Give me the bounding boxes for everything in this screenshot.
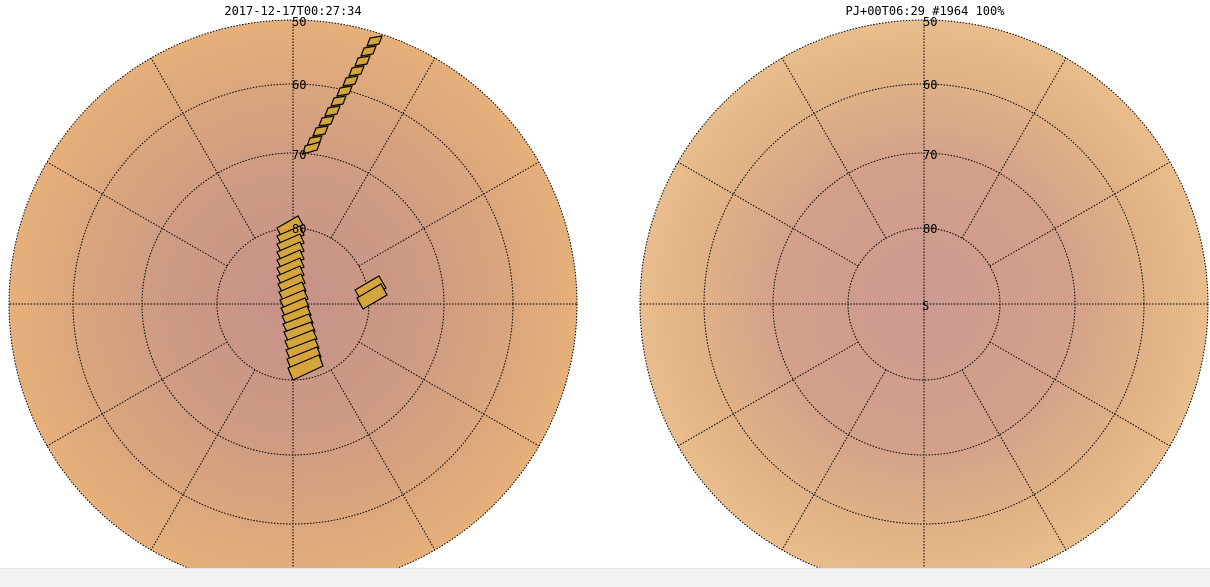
bottom-status-bar: [0, 568, 1210, 587]
left-footprint-swath-upper: [302, 35, 383, 155]
footprint: [342, 75, 359, 87]
footprint: [286, 346, 322, 370]
right-lat-circle-50: [639, 19, 1209, 587]
left-lat-label-50: 50: [292, 15, 306, 29]
footprint: [276, 257, 305, 277]
left-panel-title: 2017-12-17T00:27:34: [224, 4, 362, 18]
footprint: [330, 95, 347, 107]
footprint: [360, 45, 377, 57]
footprint: [366, 35, 383, 47]
footprint: [276, 265, 305, 285]
footprint: [281, 305, 312, 325]
left-lat-circle-50: [8, 19, 578, 587]
footprint: [276, 215, 304, 237]
left-lat-label-70: 70: [292, 148, 306, 162]
footprint: [279, 289, 309, 309]
footprint: [282, 313, 314, 333]
footprint: [302, 141, 321, 155]
right-lat-label-70: 70: [923, 148, 937, 162]
left-polar-map: 50 60 70 80: [8, 15, 578, 587]
left-footprint-swath-central: [276, 215, 324, 381]
footprint: [312, 125, 329, 137]
right-lat-label-60: 60: [923, 78, 937, 92]
footprint: [324, 105, 341, 117]
right-lat-labels: 50 60 70 80 S: [922, 15, 937, 313]
footprint: [277, 273, 306, 293]
left-lat-labels: 50 60 70 80: [292, 15, 306, 236]
right-lat-label-50: 50: [923, 15, 937, 29]
footprint: [276, 233, 305, 253]
footprint: [276, 241, 305, 261]
footprint: [287, 354, 324, 381]
right-pole-label: S: [922, 299, 929, 313]
footprint: [336, 85, 353, 97]
right-polar-map: 50 60 70 80 S: [639, 15, 1209, 587]
left-lat-label-60: 60: [292, 78, 306, 92]
footprint: [283, 321, 316, 342]
right-meridian-lines: [640, 20, 1208, 587]
left-footprint-cluster-east: [354, 275, 388, 310]
right-panel-title: PJ+00T06:29 #1964 100%: [845, 4, 1005, 18]
footprint: [276, 249, 305, 269]
right-lat-label-80: 80: [923, 222, 937, 236]
footprint: [356, 283, 388, 310]
footprint: [348, 65, 365, 77]
footprint: [276, 225, 305, 245]
left-lat-label-80: 80: [292, 222, 306, 236]
footprint: [284, 329, 318, 351]
left-meridian-lines: [9, 20, 577, 587]
footprint: [278, 281, 307, 301]
footprint: [354, 55, 371, 67]
footprint: [280, 297, 310, 317]
footprint: [285, 338, 320, 360]
footprint: [318, 115, 335, 127]
